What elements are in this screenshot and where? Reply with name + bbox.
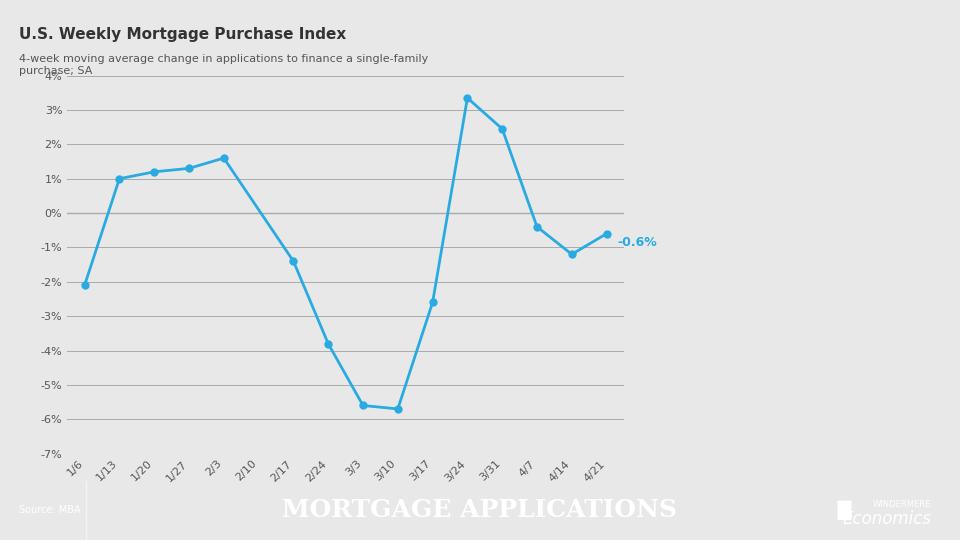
Text: MORTGAGE APPLICATIONS: MORTGAGE APPLICATIONS <box>282 498 678 522</box>
Text: WINDERMERE: WINDERMERE <box>873 500 931 509</box>
Text: Source: MBA: Source: MBA <box>19 505 81 515</box>
Text: Economics: Economics <box>842 510 931 528</box>
Text: 4-week moving average change in applications to finance a single-family
purchase: 4-week moving average change in applicat… <box>19 54 428 76</box>
Text: -0.6%: -0.6% <box>617 235 657 249</box>
Text: ▐▌: ▐▌ <box>829 501 860 520</box>
Text: U.S. Weekly Mortgage Purchase Index: U.S. Weekly Mortgage Purchase Index <box>19 27 347 42</box>
